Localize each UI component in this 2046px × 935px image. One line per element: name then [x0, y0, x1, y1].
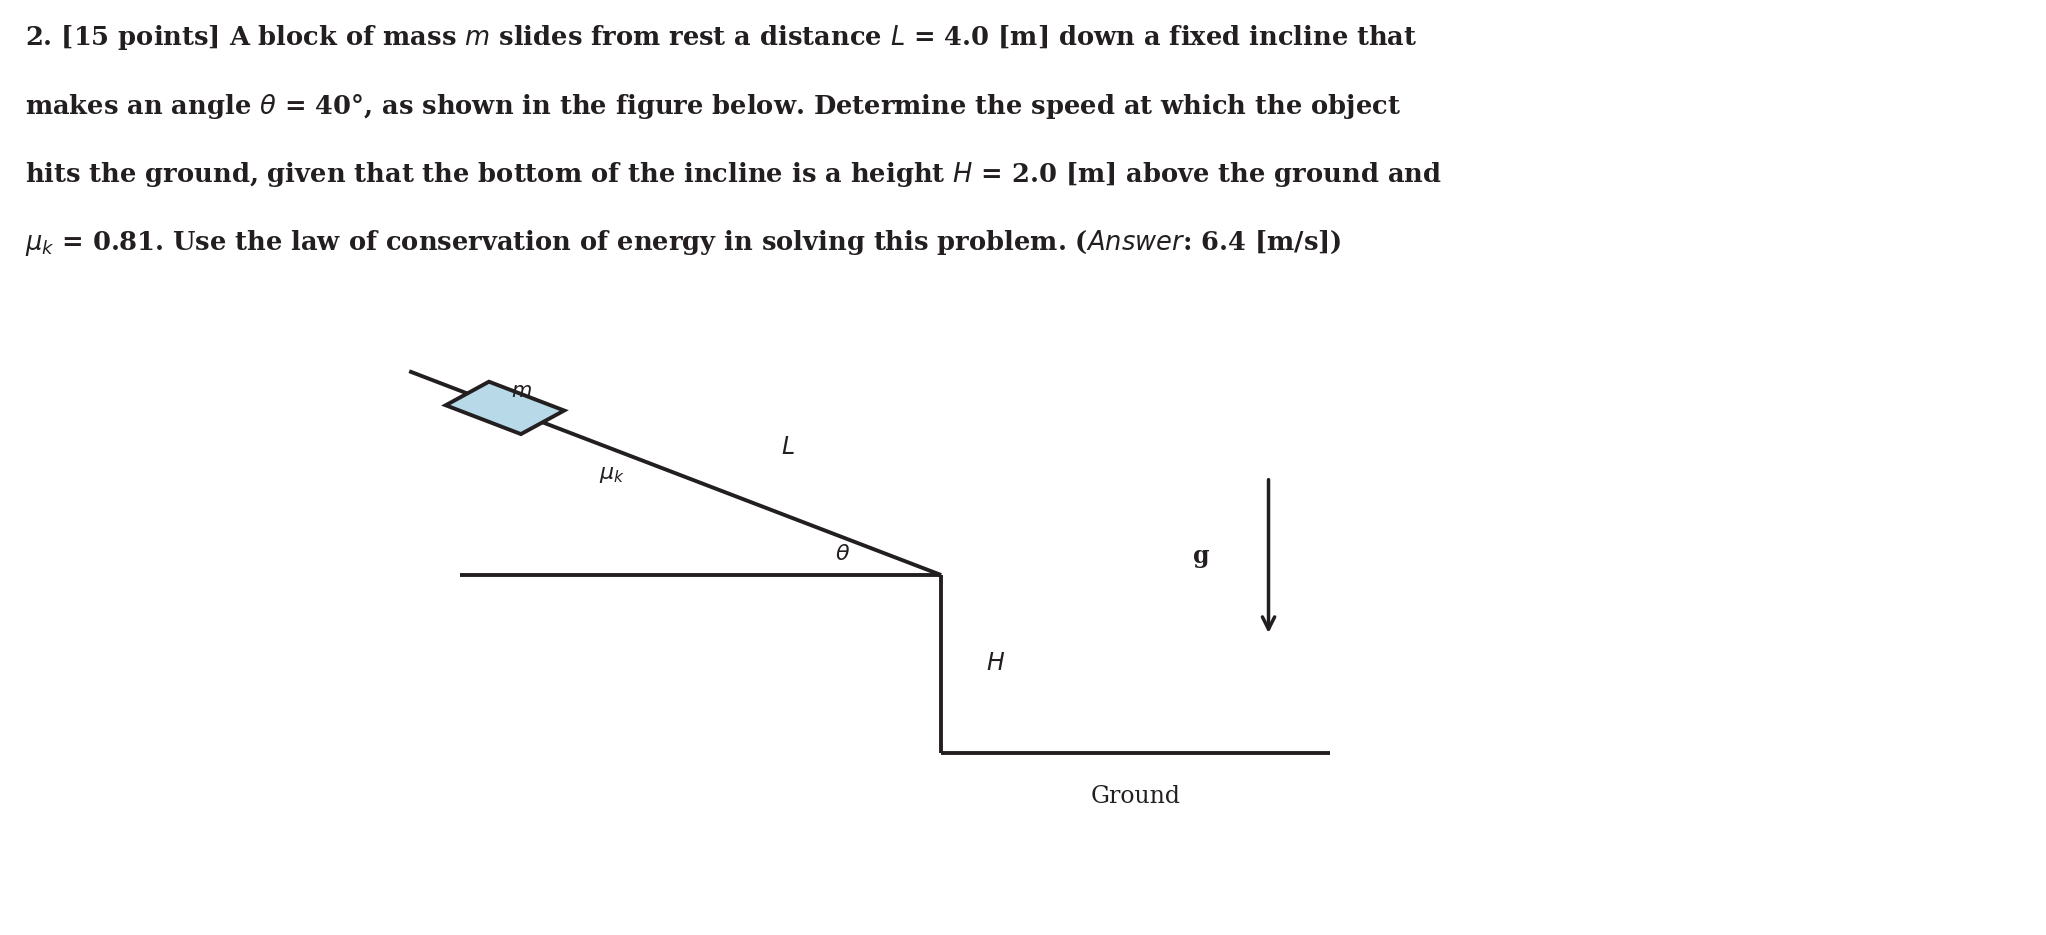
Text: $\mu_k$ = 0.81. Use the law of conservation of energy in solving this problem. (: $\mu_k$ = 0.81. Use the law of conservat… — [25, 228, 1340, 258]
Text: $L$: $L$ — [782, 437, 794, 459]
Text: $H$: $H$ — [986, 653, 1005, 675]
Text: $\mu_k$: $\mu_k$ — [599, 463, 626, 484]
Polygon shape — [446, 381, 565, 434]
Text: 2. [15 points] A block of mass $m$ slides from rest a distance $L$ = 4.0 [m] dow: 2. [15 points] A block of mass $m$ slide… — [25, 23, 1418, 52]
Text: $\theta$: $\theta$ — [835, 543, 851, 566]
Text: g: g — [1193, 544, 1209, 568]
Text: $m$: $m$ — [512, 381, 532, 400]
Text: makes an angle $\theta$ = 40°, as shown in the figure below. Determine the speed: makes an angle $\theta$ = 40°, as shown … — [25, 92, 1399, 121]
Text: Ground: Ground — [1091, 785, 1181, 809]
Text: hits the ground, given that the bottom of the incline is a height $H$ = 2.0 [m] : hits the ground, given that the bottom o… — [25, 160, 1442, 189]
